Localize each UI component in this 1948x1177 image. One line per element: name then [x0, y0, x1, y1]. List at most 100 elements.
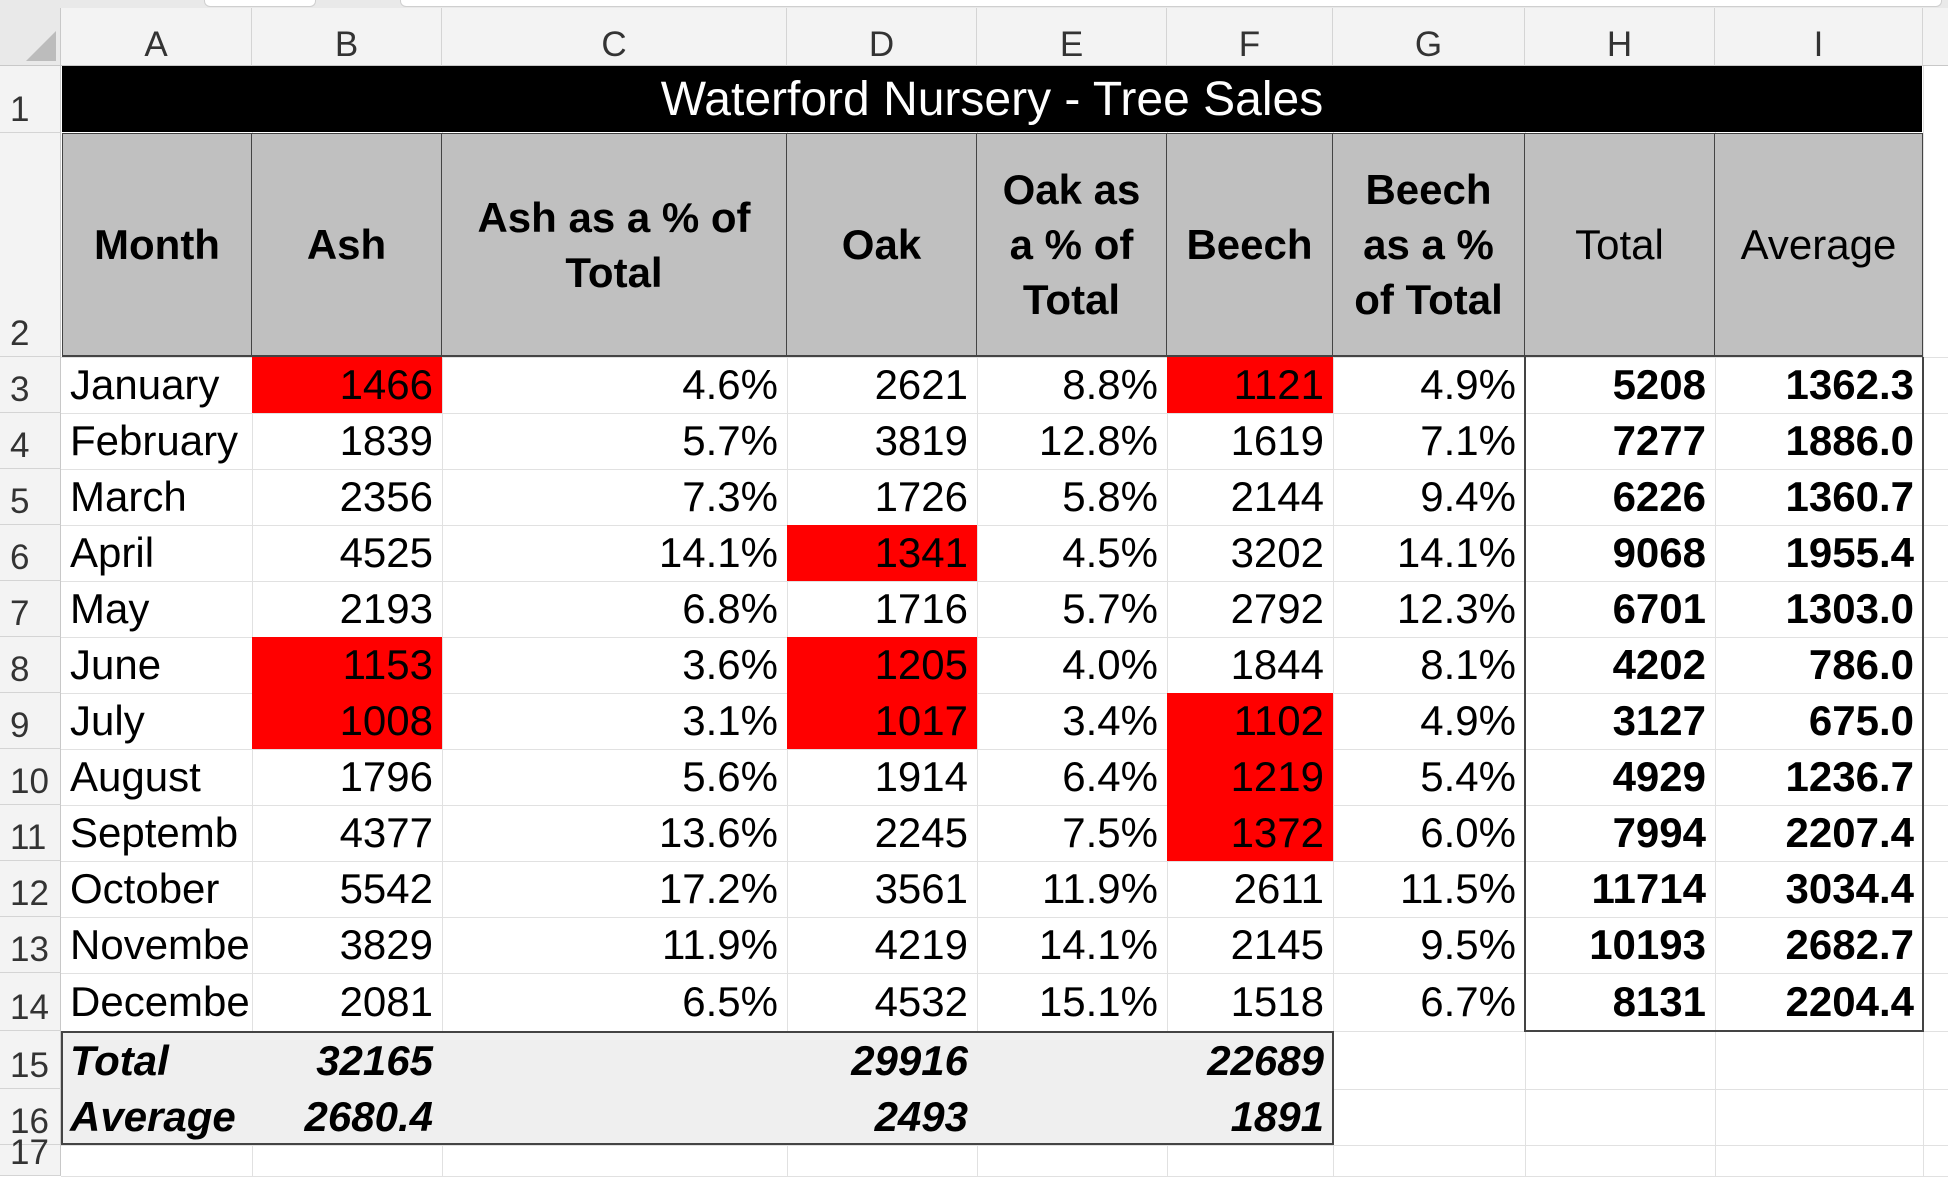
cell-oak-pct[interactable]: 3.4%: [1062, 697, 1158, 744]
cell-oak-pct[interactable]: 14.1%: [1038, 921, 1158, 968]
row-header-14[interactable]: 14: [0, 973, 61, 1031]
average-ash[interactable]: 2680.4: [304, 1093, 433, 1140]
cell-average[interactable]: 1236.7: [1785, 753, 1914, 800]
cell-ash-pct[interactable]: 5.6%: [682, 753, 778, 800]
cell-oak-pct[interactable]: 6.4%: [1062, 753, 1158, 800]
row-header-16[interactable]: 16: [0, 1089, 61, 1145]
header-ash[interactable]: Ash: [252, 133, 442, 357]
cell-oak-pct[interactable]: 5.8%: [1062, 473, 1158, 520]
cell-oak[interactable]: 1017: [787, 693, 977, 749]
column-header-e[interactable]: E: [977, 8, 1167, 66]
cell-beech[interactable]: 2145: [1230, 921, 1324, 968]
cell-ash-pct[interactable]: 17.2%: [658, 865, 778, 912]
cell-ash-pct[interactable]: 11.9%: [662, 921, 778, 968]
cell-oak[interactable]: 1914: [874, 753, 968, 800]
cell-ash[interactable]: 1153: [252, 637, 442, 693]
row-header-13[interactable]: 13: [0, 917, 61, 973]
cell-total[interactable]: 7277: [1612, 417, 1706, 464]
cell-oak-pct[interactable]: 4.5%: [1062, 529, 1158, 576]
cell-total[interactable]: 5208: [1612, 361, 1706, 408]
column-header-h[interactable]: H: [1525, 8, 1715, 66]
cell-beech-pct[interactable]: 7.1%: [1420, 417, 1516, 464]
header-beech[interactable]: Beech: [1167, 133, 1333, 357]
column-header-i[interactable]: I: [1715, 8, 1923, 66]
cell-month[interactable]: August: [70, 753, 201, 800]
cell-oak-pct[interactable]: 15.1%: [1038, 978, 1158, 1025]
row-header-5[interactable]: 5: [0, 469, 61, 525]
cell-average[interactable]: 2682.7: [1785, 921, 1914, 968]
cell-average[interactable]: 1362.3: [1785, 361, 1914, 408]
cell-month[interactable]: June: [70, 641, 162, 688]
cell-month[interactable]: April: [70, 529, 155, 576]
cell-total[interactable]: 9068: [1612, 529, 1706, 576]
cell-oak[interactable]: 3819: [874, 417, 968, 464]
cell-ash-pct[interactable]: 13.6%: [658, 809, 778, 856]
column-header-a[interactable]: A: [61, 8, 252, 66]
cell-oak-pct[interactable]: 7.5%: [1062, 809, 1158, 856]
column-header-d[interactable]: D: [787, 8, 977, 66]
cell-ash[interactable]: 2193: [339, 585, 433, 632]
cell-beech[interactable]: 2144: [1230, 473, 1324, 520]
column-header-j[interactable]: [1923, 8, 1948, 66]
cell-month[interactable]: July: [70, 697, 145, 744]
cell-oak[interactable]: 3561: [874, 865, 968, 912]
cell-oak[interactable]: 1341: [787, 525, 977, 581]
cell-ash-pct[interactable]: 5.7%: [682, 417, 778, 464]
cell-average[interactable]: 1955.4: [1785, 529, 1914, 576]
cell-month[interactable]: March: [70, 473, 187, 520]
cell-total[interactable]: 10193: [1589, 921, 1706, 968]
cell-ash[interactable]: 2356: [339, 473, 433, 520]
header-month[interactable]: Month: [62, 133, 252, 357]
cell-ash[interactable]: 4377: [339, 809, 433, 856]
row-header-11[interactable]: 11: [0, 805, 61, 861]
cell-oak[interactable]: 1205: [787, 637, 977, 693]
cell-ash[interactable]: 1466: [252, 357, 442, 413]
cell-ash-pct[interactable]: 3.6%: [682, 641, 778, 688]
column-header-b[interactable]: B: [252, 8, 442, 66]
header-oak[interactable]: Oak: [787, 133, 977, 357]
row-header-6[interactable]: 6: [0, 525, 61, 581]
row-header-2[interactable]: 2: [0, 133, 61, 357]
cell-beech[interactable]: 1619: [1230, 417, 1324, 464]
cell-ash[interactable]: 1796: [339, 753, 433, 800]
row-header-17[interactable]: 17: [0, 1133, 61, 1176]
cell-beech[interactable]: 1844: [1230, 641, 1324, 688]
cell-total[interactable]: 8131: [1612, 978, 1706, 1025]
header-beech-pct[interactable]: Beech as a % of Total: [1333, 133, 1525, 357]
cell-month[interactable]: October: [70, 865, 220, 912]
cell-beech[interactable]: 1102: [1167, 693, 1333, 749]
average-oak[interactable]: 2493: [874, 1093, 968, 1140]
cell-beech[interactable]: 2792: [1230, 585, 1324, 632]
cell-ash[interactable]: 3829: [339, 921, 433, 968]
row-header-15[interactable]: 15: [0, 1031, 61, 1089]
cell-total[interactable]: 3127: [1612, 697, 1706, 744]
total-ash[interactable]: 32165: [316, 1037, 433, 1084]
cell-average[interactable]: 675.0: [1808, 697, 1914, 744]
cell-beech-pct[interactable]: 9.5%: [1420, 921, 1516, 968]
cell-ash-pct[interactable]: 6.8%: [682, 585, 778, 632]
cell-beech[interactable]: 1121: [1167, 357, 1333, 413]
cell-oak-pct[interactable]: 8.8%: [1062, 361, 1158, 408]
tab-edge[interactable]: [204, 0, 316, 7]
cell-oak-pct[interactable]: 5.7%: [1062, 585, 1158, 632]
formula-bar-edge[interactable]: [400, 0, 1942, 7]
cell-beech[interactable]: 3202: [1230, 529, 1324, 576]
cell-average[interactable]: 1303.0: [1785, 585, 1914, 632]
header-oak-pct[interactable]: Oak as a % of Total: [977, 133, 1167, 357]
row-header-9[interactable]: 9: [0, 693, 61, 749]
average-beech[interactable]: 1891: [1230, 1093, 1324, 1140]
cell-beech-pct[interactable]: 4.9%: [1420, 697, 1516, 744]
cell-oak[interactable]: 1726: [874, 473, 968, 520]
cell-beech-pct[interactable]: 4.9%: [1420, 361, 1516, 408]
cell-ash-pct[interactable]: 7.3%: [682, 473, 778, 520]
cell-average[interactable]: 2207.4: [1785, 809, 1914, 856]
cell-total[interactable]: 6226: [1612, 473, 1706, 520]
select-all-button[interactable]: [0, 8, 61, 66]
cell-month[interactable]: January: [70, 361, 220, 408]
cell-oak[interactable]: 2621: [874, 361, 968, 408]
cell-average[interactable]: 786.0: [1808, 641, 1914, 688]
total-label[interactable]: Total: [70, 1037, 169, 1084]
cell-beech-pct[interactable]: 6.7%: [1420, 978, 1516, 1025]
cell-month[interactable]: May: [70, 585, 150, 632]
cell-oak[interactable]: 2245: [874, 809, 968, 856]
